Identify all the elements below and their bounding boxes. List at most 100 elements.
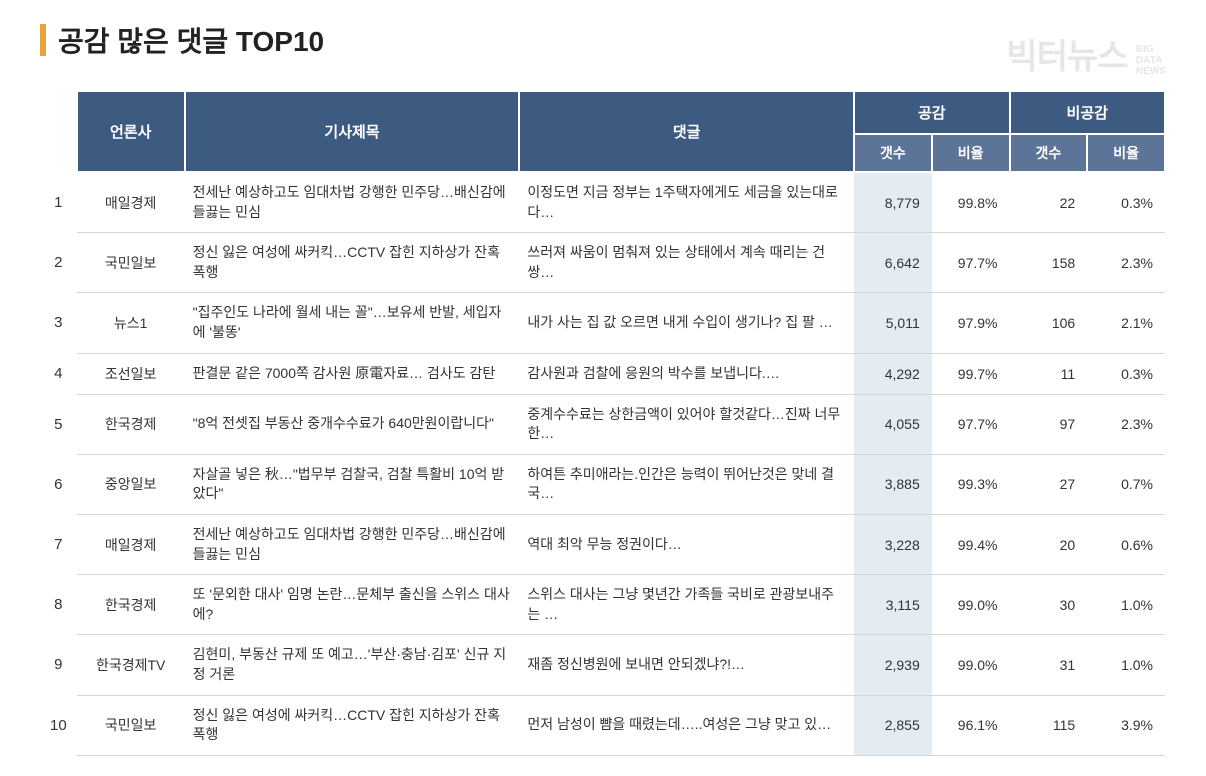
like-ratio-cell: 97.9%	[932, 293, 1010, 353]
like-count-cell: 8,779	[854, 172, 932, 233]
col-dislike-ratio: 비율	[1087, 134, 1165, 172]
like-ratio-cell: 99.8%	[932, 172, 1010, 233]
dislike-count-cell: 106	[1010, 293, 1088, 353]
press-cell: 한국경제	[77, 394, 185, 454]
dislike-count-cell: 22	[1010, 172, 1088, 233]
comment-cell: 내가 사는 집 값 오르면 내게 수입이 생기나? 집 팔 …	[519, 293, 854, 353]
table-row: 4조선일보판결문 같은 7000쪽 감사원 原電자료… 검사도 감탄감사원과 검…	[40, 353, 1165, 394]
article-title-cell: 자살골 넣은 秋…"법무부 검찰국, 검찰 특활비 10억 받았다"	[185, 454, 520, 514]
like-count-cell: 3,228	[854, 514, 932, 574]
press-cell: 매일경제	[77, 514, 185, 574]
col-dislike-group: 비공감	[1010, 91, 1166, 134]
dislike-ratio-cell: 0.3%	[1087, 172, 1165, 233]
table-row: 5한국경제"8억 전셋집 부동산 중개수수료가 640만원이랍니다"중계수수료는…	[40, 394, 1165, 454]
comment-cell: 감사원과 검찰에 응원의 박수를 보냅니다.…	[519, 353, 854, 394]
comment-cell: 스위스 대사는 그냥 몇년간 가족들 국비로 관광보내주는 …	[519, 575, 854, 635]
comment-cell: 쓰러져 싸움이 멈춰져 있는 상태에서 계속 때리는 건 쌍…	[519, 233, 854, 293]
rank-cell: 1	[40, 172, 77, 233]
comment-cell: 먼저 남성이 뺨을 때렸는데…..여성은 그냥 맞고 있…	[519, 695, 854, 755]
rank-cell: 9	[40, 635, 77, 695]
col-press: 언론사	[77, 91, 185, 172]
dislike-count-cell: 11	[1010, 353, 1088, 394]
table-row: 3뉴스1"집주인도 나라에 월세 내는 꼴"…보유세 반발, 세입자에 '불똥'…	[40, 293, 1165, 353]
col-article: 기사제목	[185, 91, 520, 172]
article-title-cell: 정신 잃은 여성에 싸커킥…CCTV 잡힌 지하상가 잔혹 폭행	[185, 233, 520, 293]
rank-cell: 5	[40, 394, 77, 454]
dislike-ratio-cell: 3.9%	[1087, 695, 1165, 755]
like-ratio-cell: 97.7%	[932, 233, 1010, 293]
rank-cell: 10	[40, 695, 77, 755]
rank-cell: 8	[40, 575, 77, 635]
like-count-cell: 3,885	[854, 454, 932, 514]
comment-cell: 중계수수료는 상한금액이 있어야 할것같다…진짜 너무한…	[519, 394, 854, 454]
dislike-count-cell: 20	[1010, 514, 1088, 574]
like-ratio-cell: 99.0%	[932, 635, 1010, 695]
like-count-cell: 4,055	[854, 394, 932, 454]
press-cell: 한국경제	[77, 575, 185, 635]
table-row: 9한국경제TV김현미, 부동산 규제 또 예고…'부산·충남·김포' 신규 지정…	[40, 635, 1165, 695]
table-row: 10국민일보정신 잃은 여성에 싸커킥…CCTV 잡힌 지하상가 잔혹 폭행먼저…	[40, 695, 1165, 755]
article-title-cell: 또 '문외한 대사' 임명 논란…문체부 출신을 스위스 대사에?	[185, 575, 520, 635]
comment-cell: 재좀 정신병원에 보내면 안되겠냐?!…	[519, 635, 854, 695]
comment-cell: 이정도면 지금 정부는 1주택자에게도 세금을 있는대로 다…	[519, 172, 854, 233]
dislike-count-cell: 97	[1010, 394, 1088, 454]
rank-cell: 7	[40, 514, 77, 574]
table-row: 6중앙일보자살골 넣은 秋…"법무부 검찰국, 검찰 특활비 10억 받았다"하…	[40, 454, 1165, 514]
dislike-ratio-cell: 2.1%	[1087, 293, 1165, 353]
dislike-ratio-cell: 0.3%	[1087, 353, 1165, 394]
article-title-cell: 판결문 같은 7000쪽 감사원 原電자료… 검사도 감탄	[185, 353, 520, 394]
article-title-cell: 전세난 예상하고도 임대차법 강행한 민주당…배신감에 들끓는 민심	[185, 172, 520, 233]
top10-table: 언론사 기사제목 댓글 공감 비공감 갯수 비율 갯수 비율 1매일경제전세난 …	[40, 90, 1166, 756]
like-ratio-cell: 96.1%	[932, 695, 1010, 755]
section-title: 공감 많은 댓글 TOP10	[40, 20, 1166, 60]
like-ratio-cell: 99.7%	[932, 353, 1010, 394]
comment-cell: 하여튼 추미애라는.인간은 능력이 뛰어난것은 맞네 결국…	[519, 454, 854, 514]
press-cell: 중앙일보	[77, 454, 185, 514]
press-cell: 국민일보	[77, 695, 185, 755]
dislike-count-cell: 30	[1010, 575, 1088, 635]
table-row: 7매일경제전세난 예상하고도 임대차법 강행한 민주당…배신감에 들끓는 민심역…	[40, 514, 1165, 574]
rank-cell: 3	[40, 293, 77, 353]
rank-cell: 2	[40, 233, 77, 293]
table-row: 1매일경제전세난 예상하고도 임대차법 강행한 민주당…배신감에 들끓는 민심이…	[40, 172, 1165, 233]
article-title-cell: 전세난 예상하고도 임대차법 강행한 민주당…배신감에 들끓는 민심	[185, 514, 520, 574]
dislike-ratio-cell: 1.0%	[1087, 575, 1165, 635]
press-cell: 뉴스1	[77, 293, 185, 353]
press-cell: 국민일보	[77, 233, 185, 293]
dislike-count-cell: 158	[1010, 233, 1088, 293]
rank-cell: 6	[40, 454, 77, 514]
like-count-cell: 6,642	[854, 233, 932, 293]
article-title-cell: "집주인도 나라에 월세 내는 꼴"…보유세 반발, 세입자에 '불똥'	[185, 293, 520, 353]
like-ratio-cell: 97.7%	[932, 394, 1010, 454]
table-row: 2국민일보정신 잃은 여성에 싸커킥…CCTV 잡힌 지하상가 잔혹 폭행쓰러져…	[40, 233, 1165, 293]
like-count-cell: 4,292	[854, 353, 932, 394]
dislike-ratio-cell: 0.6%	[1087, 514, 1165, 574]
col-like-group: 공감	[854, 91, 1009, 134]
article-title-cell: "8억 전셋집 부동산 중개수수료가 640만원이랍니다"	[185, 394, 520, 454]
table-header: 언론사 기사제목 댓글 공감 비공감 갯수 비율 갯수 비율	[40, 91, 1165, 172]
col-like-count: 갯수	[854, 134, 932, 172]
article-title-cell: 김현미, 부동산 규제 또 예고…'부산·충남·김포' 신규 지정 거론	[185, 635, 520, 695]
press-cell: 한국경제TV	[77, 635, 185, 695]
col-dislike-count: 갯수	[1010, 134, 1088, 172]
col-comment: 댓글	[519, 91, 854, 172]
col-like-ratio: 비율	[932, 134, 1010, 172]
dislike-count-cell: 31	[1010, 635, 1088, 695]
rank-cell: 4	[40, 353, 77, 394]
comment-cell: 역대 최악 무능 정권이다…	[519, 514, 854, 574]
dislike-ratio-cell: 0.7%	[1087, 454, 1165, 514]
dislike-ratio-cell: 1.0%	[1087, 635, 1165, 695]
like-ratio-cell: 99.4%	[932, 514, 1010, 574]
like-count-cell: 3,115	[854, 575, 932, 635]
like-count-cell: 5,011	[854, 293, 932, 353]
press-cell: 매일경제	[77, 172, 185, 233]
table-body: 1매일경제전세난 예상하고도 임대차법 강행한 민주당…배신감에 들끓는 민심이…	[40, 172, 1165, 755]
dislike-ratio-cell: 2.3%	[1087, 233, 1165, 293]
dislike-count-cell: 115	[1010, 695, 1088, 755]
dislike-count-cell: 27	[1010, 454, 1088, 514]
dislike-ratio-cell: 2.3%	[1087, 394, 1165, 454]
title-text: 공감 많은 댓글 TOP10	[58, 20, 324, 60]
like-ratio-cell: 99.3%	[932, 454, 1010, 514]
title-accent-bar	[40, 24, 46, 56]
like-count-cell: 2,939	[854, 635, 932, 695]
